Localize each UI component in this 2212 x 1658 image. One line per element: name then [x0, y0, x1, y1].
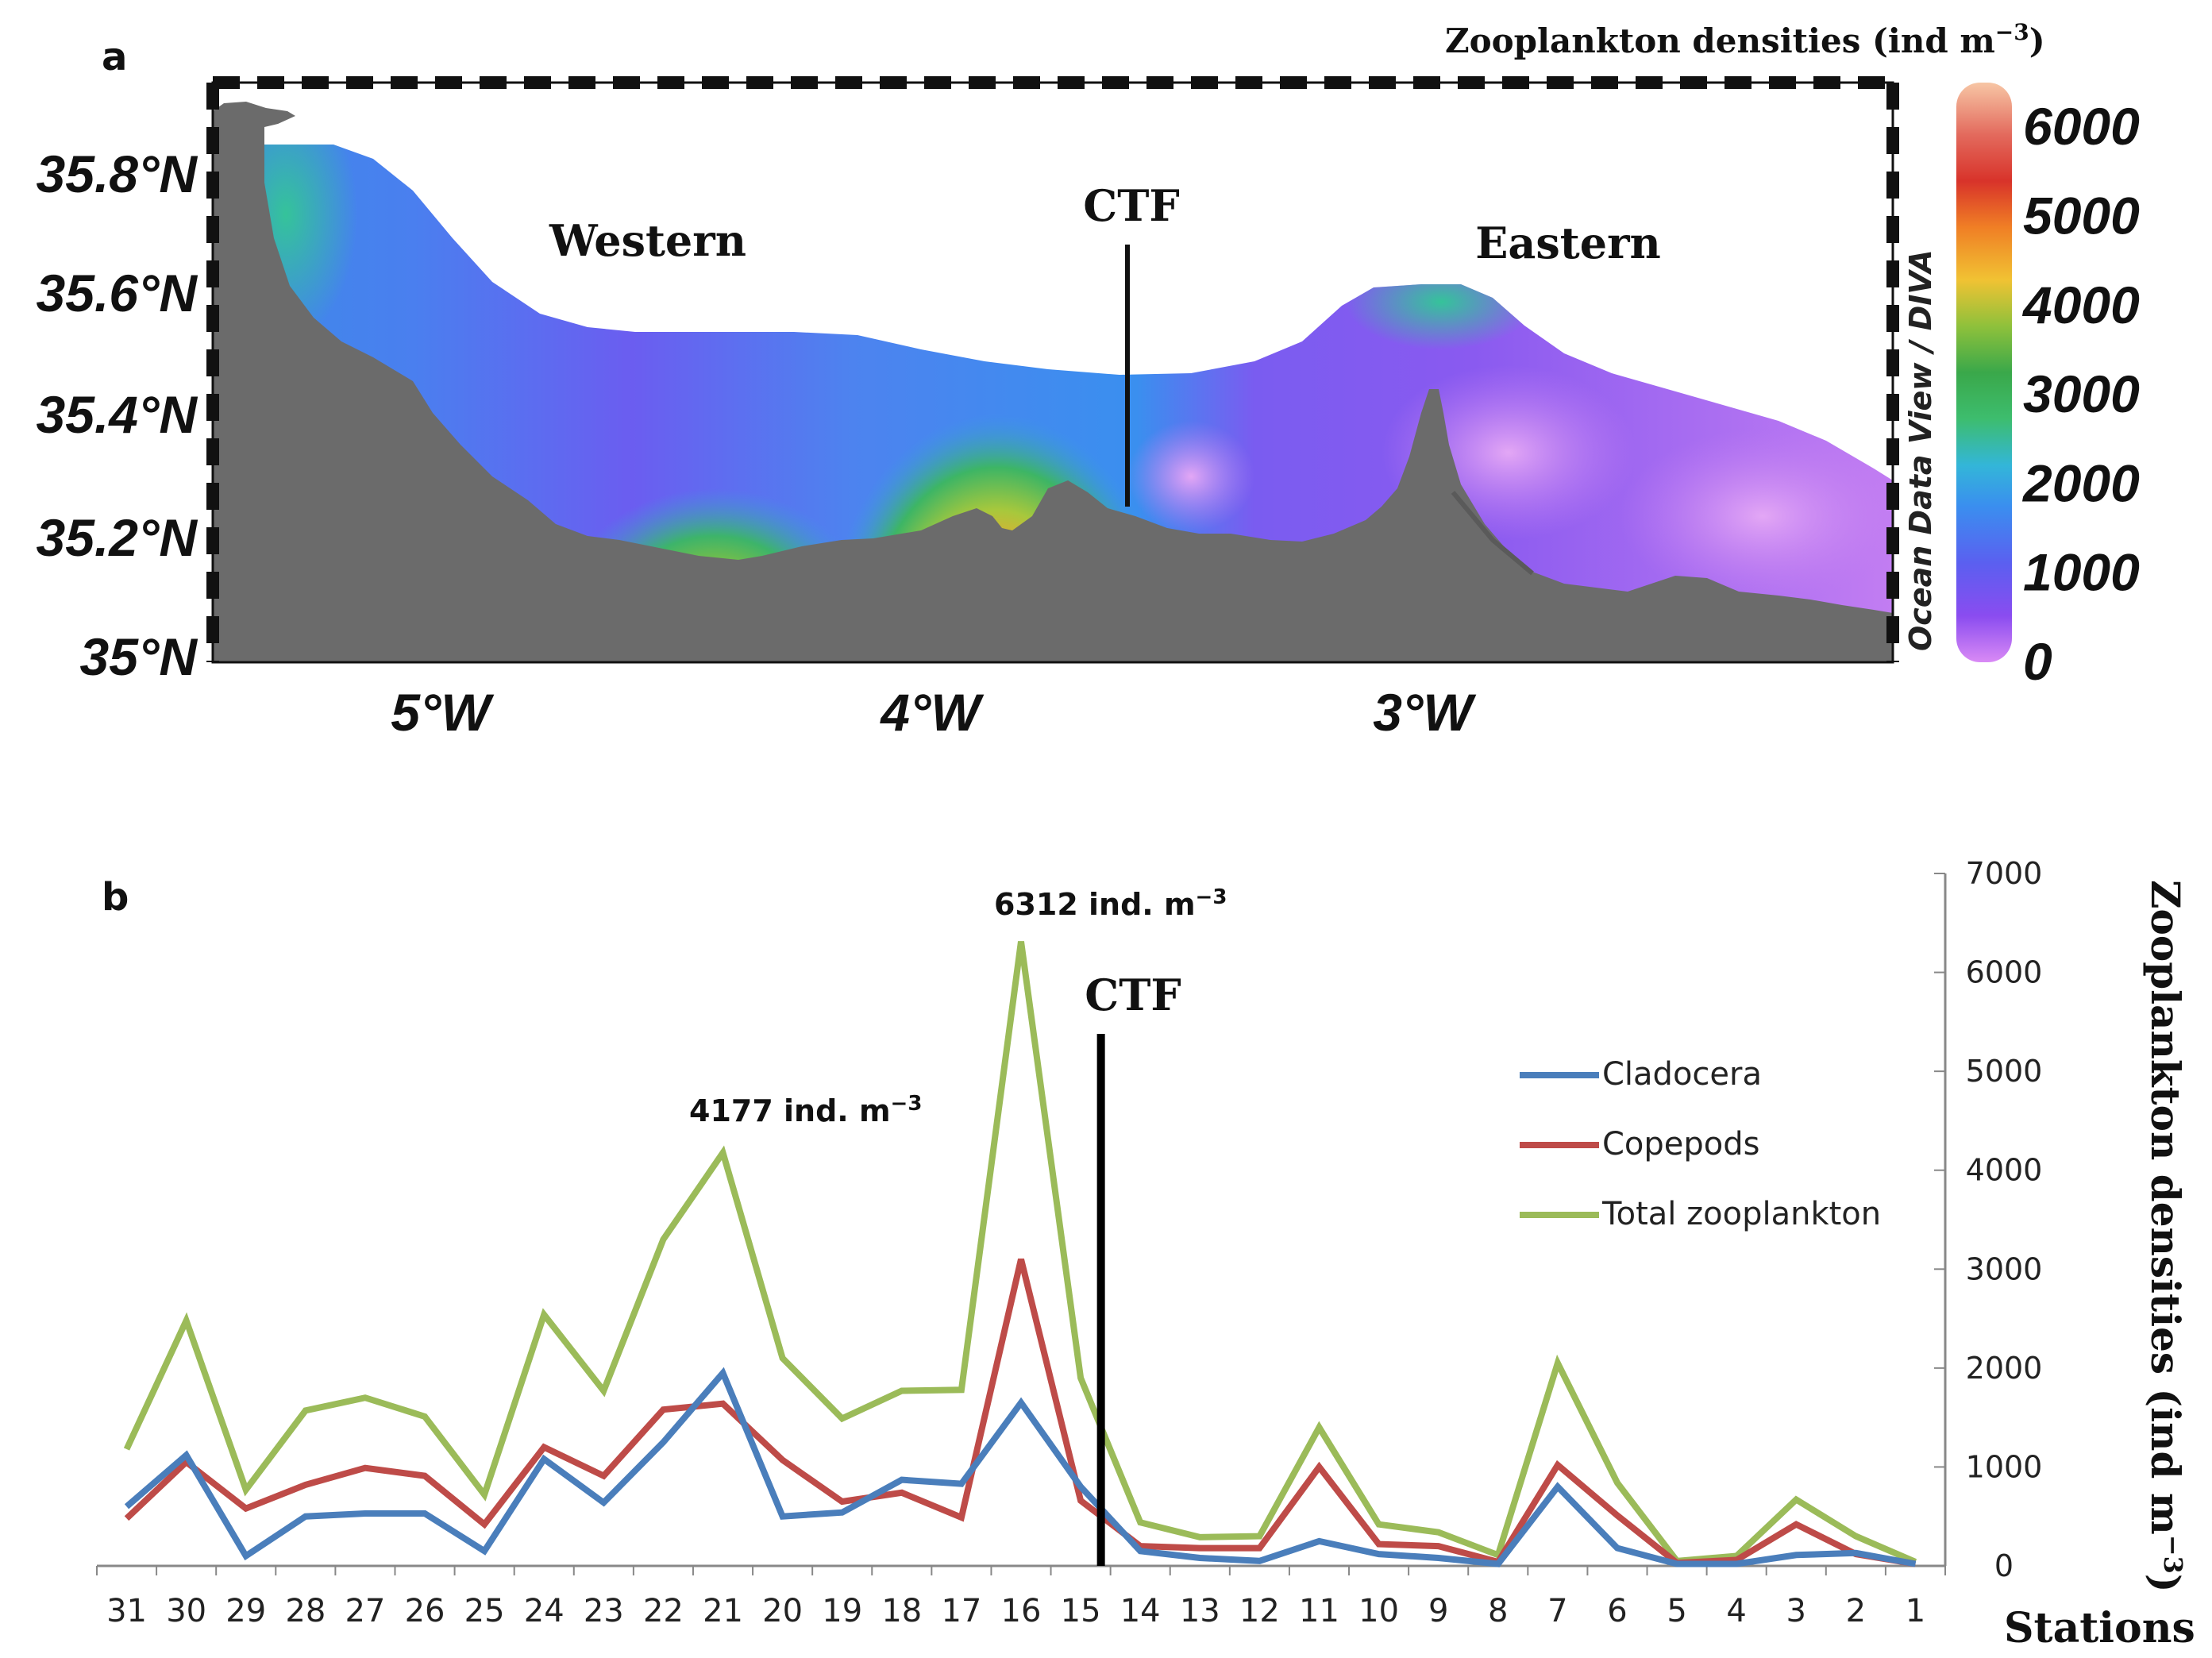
region-label-eastern: Eastern	[1475, 218, 1661, 268]
x-tick-label-1: 1	[1906, 1593, 1925, 1629]
x-tick-label-2: 2	[1846, 1593, 1866, 1629]
panel-b-label: b	[102, 875, 129, 920]
colorbar-tick-6000: 6000	[2023, 97, 2140, 156]
region-label-western: Western	[549, 215, 746, 266]
x-tick-label-9: 9	[1428, 1593, 1448, 1629]
x-tick-label-5: 5	[1667, 1593, 1686, 1629]
ctf-label-map: CTF	[1083, 180, 1180, 231]
lat-tick-35-8: 35.8°N	[36, 145, 198, 203]
x-tick-label-7: 7	[1547, 1593, 1567, 1629]
x-tick-label-6: 6	[1607, 1593, 1627, 1629]
x-tick-label-31: 31	[106, 1593, 147, 1629]
x-tick-label-3: 3	[1786, 1593, 1806, 1629]
x-tick-label-21: 21	[703, 1593, 743, 1629]
y-tick-label-0: 0	[1994, 1548, 2014, 1583]
colorbar-tick-5000: 5000	[2023, 186, 2140, 245]
x-tick-label-18: 18	[881, 1593, 922, 1629]
x-tick-label-19: 19	[822, 1593, 862, 1629]
lon-tick-4w: 4°W	[879, 683, 984, 742]
x-tick-label-11: 11	[1299, 1593, 1339, 1629]
lat-tick-35: 35°N	[80, 627, 198, 686]
colorbar: Zooplankton densities (ind m−3) 6000 5000…	[1445, 19, 2140, 691]
legend-label-total: Total zooplankton	[1601, 1196, 1881, 1232]
lat-tick-35-4: 35.4°N	[36, 385, 198, 444]
lon-tick-3w: 3°W	[1373, 683, 1476, 742]
peak-annotation-station-21: 4177 ind. m−3	[689, 1092, 922, 1128]
x-tick-label-16: 16	[1001, 1593, 1042, 1629]
x-tick-label-27: 27	[345, 1593, 385, 1629]
y-tick-label-3000: 3000	[1966, 1251, 2043, 1286]
colorbar-tick-2000: 2000	[2021, 453, 2140, 512]
lat-tick-35-6: 35.6°N	[36, 264, 198, 322]
colorbar-tick-4000: 4000	[2021, 276, 2140, 334]
x-tick-label-4: 4	[1726, 1593, 1746, 1629]
y-tick-label-7000: 7000	[1966, 856, 2043, 891]
ctf-label-chart: CTF	[1085, 970, 1181, 1020]
colorbar-scale	[1956, 83, 2012, 662]
y-tick-label-1000: 1000	[1966, 1449, 2043, 1484]
colorbar-tick-1000: 1000	[2023, 543, 2140, 602]
legend: Cladocera Copepods Total zooplankton	[1520, 1056, 1881, 1232]
x-tick-label-23: 23	[584, 1593, 624, 1629]
y-tick-label-4000: 4000	[1966, 1153, 2043, 1188]
y-tick-label-2000: 2000	[1966, 1351, 2043, 1386]
legend-label-cladocera: Cladocera	[1602, 1056, 1762, 1093]
coast-detail	[1451, 491, 1534, 576]
x-tick-label-12: 12	[1239, 1593, 1280, 1629]
x-tick-label-26: 26	[405, 1593, 445, 1629]
x-tick-label-14: 14	[1120, 1593, 1161, 1629]
x-tick-label-20: 20	[762, 1593, 803, 1629]
x-tick-label-25: 25	[464, 1593, 505, 1629]
x-tick-label-10: 10	[1358, 1593, 1399, 1629]
colorbar-ticks: 6000 5000 4000 3000 2000 1000 0	[2021, 97, 2140, 691]
colorbar-tick-3000: 3000	[2023, 364, 2140, 423]
colorbar-title: Zooplankton densities (ind m−3)	[1445, 19, 2045, 60]
x-tick-label-29: 29	[225, 1593, 266, 1629]
x-tick-label-15: 15	[1061, 1593, 1101, 1629]
x-tick-label-24: 24	[524, 1593, 565, 1629]
line-chart: 31 30 29 28 27 26 25 24 23 22 21 20 19 18 17 16 15 14 13 12…	[96, 856, 2043, 1629]
lon-tick-5w: 5°W	[391, 683, 494, 742]
coastline-land	[213, 102, 1893, 662]
x-tick-label-28: 28	[285, 1593, 326, 1629]
lat-tick-35-2: 35.2°N	[36, 508, 198, 567]
x-tick-label-17: 17	[941, 1593, 981, 1629]
peak-annotation-station-16: 6312 ind. m−3	[994, 885, 1227, 922]
y-axis-title: Zooplankton densities (ind m−3)	[2142, 880, 2189, 1593]
y-tick-label-6000: 6000	[1966, 955, 2043, 990]
legend-label-copepods: Copepods	[1602, 1126, 1760, 1163]
colorbar-tick-0: 0	[2023, 632, 2052, 691]
panel-a: a 35.8°N 35.6°N 35.4°N 35.2°N 3	[36, 19, 2140, 742]
x-tick-label-30: 30	[166, 1593, 206, 1629]
panel-b: b 31 30 29 28 27 26 25 24 23 22 21 20 19 18 17 16 15 14 13…	[96, 856, 2195, 1652]
x-axis-title: Stations	[2004, 1604, 2195, 1652]
x-tick-label-13: 13	[1180, 1593, 1220, 1629]
y-tick-label-5000: 5000	[1966, 1054, 2043, 1089]
x-tick-label-22: 22	[643, 1593, 684, 1629]
x-tick-label-8: 8	[1488, 1593, 1508, 1629]
panel-a-label: a	[102, 35, 127, 79]
map-frame	[206, 76, 1899, 664]
odv-watermark: Ocean Data View / DIVA	[1903, 249, 1938, 651]
